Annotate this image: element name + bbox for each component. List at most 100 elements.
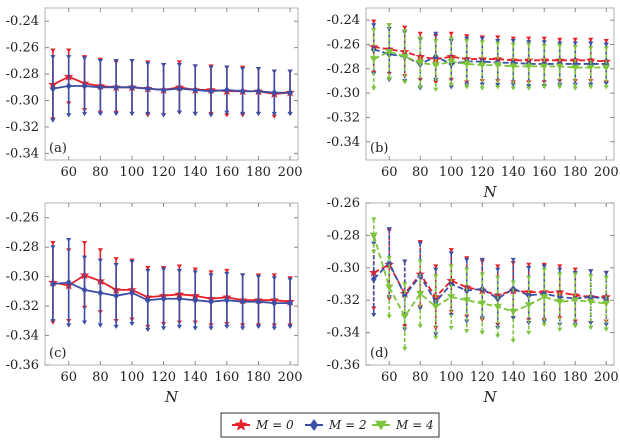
error-cap (145, 265, 151, 271)
error-cap (479, 40, 485, 45)
series-line (373, 261, 607, 304)
x-tick-label: 160 (214, 370, 239, 385)
error-cap (510, 280, 516, 285)
error-cap (541, 43, 547, 49)
error-cap (224, 268, 230, 274)
data-point (369, 56, 378, 63)
data-point (208, 87, 214, 96)
y-tick-label: -0.34 (6, 329, 39, 344)
data-point (97, 83, 104, 92)
data-point (369, 232, 378, 239)
x-tick-label: 140 (183, 370, 208, 385)
error-cap (448, 264, 454, 269)
error-cap (371, 312, 377, 318)
error-cap (402, 259, 408, 264)
error-cap (479, 36, 485, 41)
data-point (386, 258, 393, 267)
x-tick-label: 180 (246, 165, 271, 180)
error-cap (588, 274, 594, 279)
y-tick-label: -0.28 (6, 67, 39, 82)
x-tick-label: 80 (412, 165, 429, 180)
error-cap (240, 111, 246, 117)
data-point (192, 85, 199, 94)
error-cap (287, 111, 293, 117)
data-point (509, 63, 518, 70)
error-cap (113, 257, 119, 262)
panel-frame (365, 7, 615, 161)
error-cap (557, 264, 563, 269)
error-cap (240, 66, 246, 72)
data-point (50, 84, 56, 93)
error-cap (526, 275, 532, 280)
panel: 60 80 100 120 140 160 180 200 -0.34 -0.32 -0.30 -0.… (327, 7, 619, 201)
error-cap (557, 43, 563, 49)
error-cap (588, 269, 594, 274)
x-tick-label: 180 (563, 165, 588, 180)
data-point (586, 64, 595, 72)
error-cap (479, 272, 485, 277)
x-tick-label: 120 (470, 165, 495, 180)
x-tick-label: 140 (501, 165, 526, 180)
y-tick-label: -0.32 (6, 120, 39, 135)
error-cap (271, 326, 277, 331)
x-tick-label: 60 (381, 165, 398, 180)
x-tick-label: 120 (470, 370, 495, 385)
error-cap (572, 37, 578, 42)
error-cap (464, 257, 470, 263)
x-tick-label: 180 (246, 370, 271, 385)
data-point (192, 296, 199, 305)
data-point (586, 299, 595, 306)
error-cap (81, 56, 88, 61)
error-cap (271, 69, 277, 74)
error-cap (448, 85, 454, 90)
x-axis-label: N (482, 183, 497, 201)
error-cap (371, 306, 377, 311)
data-point (602, 64, 611, 72)
panels: 60 80 100 120 140 160 180 200 -0.34 -0.32 -0.30 -0.… (6, 7, 619, 406)
error-cap (433, 39, 439, 44)
error-cap (479, 86, 485, 91)
data-point (431, 303, 440, 311)
error-cap (572, 272, 578, 277)
x-tick-label: 140 (183, 165, 208, 180)
data-point (509, 308, 518, 316)
x-axis-label: N (164, 388, 179, 406)
x-tick-label: 60 (60, 370, 77, 385)
series-M4 (369, 23, 611, 92)
y-tick-label: -0.30 (6, 270, 39, 285)
error-cap (433, 335, 439, 340)
data-point (370, 275, 377, 284)
error-cap (417, 85, 423, 90)
error-cap (557, 267, 563, 272)
error-cap (526, 84, 532, 89)
error-cap (510, 338, 516, 344)
error-cap (433, 267, 439, 272)
x-tick-label: 80 (92, 370, 109, 385)
error-cap (433, 274, 439, 279)
error-cap (192, 111, 198, 117)
error-cap (603, 270, 609, 275)
series-M2 (50, 237, 293, 332)
legend-items: M = 0 M = 2 M = 4 (232, 418, 434, 432)
error-cap (224, 113, 230, 118)
panel-label: (c) (49, 346, 66, 361)
x-tick-label: 100 (439, 370, 464, 385)
data-point (368, 267, 379, 277)
error-cap (402, 282, 408, 287)
error-cap (113, 111, 119, 117)
error-cap (129, 260, 135, 265)
y-tick-label: -0.26 (327, 196, 360, 211)
error-cap (572, 41, 578, 46)
data-point (478, 300, 487, 308)
error-cap (464, 319, 470, 324)
y-tick-label: -0.26 (6, 211, 39, 226)
error-cap (240, 326, 246, 331)
data-point (478, 62, 487, 69)
series-line (373, 46, 607, 63)
error-cap (495, 334, 501, 339)
error-cap (510, 36, 516, 41)
data-point (129, 288, 135, 297)
error-cap (417, 324, 423, 329)
error-cap (479, 257, 485, 263)
y-tick-label: -0.32 (327, 110, 360, 125)
